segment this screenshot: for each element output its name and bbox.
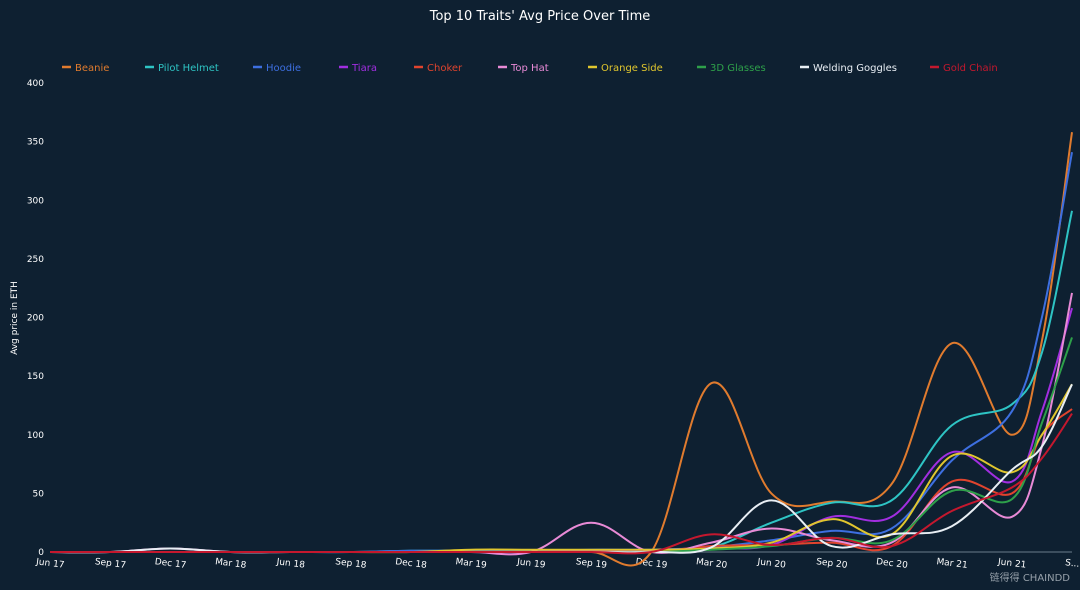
x-tick-label: Sep 17 [94,557,126,571]
x-axis: Jun 17 Sep 17 Dec 17 Mar 18 Jun 18 Sep 18 Dec … [35,557,1080,571]
x-tick-label: S... [1065,558,1080,570]
x-tick-label: Jun 21 [996,557,1026,571]
legend-item[interactable]: Welding Goggles [800,63,897,74]
legend-item[interactable]: Beanie [62,63,109,74]
x-tick-label: Mar 20 [695,557,728,571]
y-tick-label: 250 [27,255,44,265]
series-line-choker[interactable] [50,408,1073,554]
legend-label: Beanie [75,63,109,74]
x-tick-label: Mar 21 [936,557,968,571]
x-tick-label: Jun 17 [35,557,65,571]
x-tick-label: Mar 19 [455,557,488,571]
y-tick-label: 150 [27,372,44,382]
y-axis: 0 50 100 150 200 250 300 350 400 [27,79,44,558]
legend-item[interactable]: Top Hat [498,63,549,74]
series-line-3d-glasses[interactable] [50,337,1073,554]
series-lines [49,132,1073,567]
legend-item[interactable]: Tiara [339,63,377,74]
legend-label: Orange Side [601,63,663,74]
legend-label: 3D Glasses [710,63,766,74]
series-line-gold-chain[interactable] [50,413,1073,555]
legend-item[interactable]: Choker [414,63,463,74]
y-tick-label: 50 [33,489,45,499]
legend-label: Pilot Helmet [158,63,219,74]
x-tick-label: Dec 20 [876,557,909,571]
watermark: 链得得 CHAINDD [989,573,1070,584]
legend-label: Hoodie [266,63,301,74]
y-axis-title: Avg price in ETH [10,281,20,355]
legend-label: Top Hat [510,63,549,74]
x-tick-label: Jun 20 [756,557,787,571]
y-tick-label: 300 [27,196,44,206]
x-tick-label: Jun 18 [275,557,306,571]
legend-label: Tiara [351,63,377,74]
x-tick-label: Sep 18 [335,557,368,571]
series-line-top-hat[interactable] [49,292,1073,556]
legend-item[interactable]: Orange Side [588,63,663,74]
y-tick-label: 200 [27,314,44,324]
x-tick-label: Dec 17 [154,557,187,571]
legend-item[interactable]: Gold Chain [930,63,998,74]
x-tick-label: Sep 20 [816,557,849,571]
y-tick-label: 400 [27,79,44,89]
legend-item[interactable]: 3D Glasses [697,63,766,74]
x-tick-label: Sep 19 [575,557,608,571]
x-tick-label: Mar 18 [214,557,247,571]
y-tick-label: 100 [27,431,44,441]
x-tick-label: Dec 18 [395,557,428,571]
legend-item[interactable]: Pilot Helmet [145,63,219,74]
chart-legend: Beanie Pilot Helmet Hoodie Tiara Choker Top H… [62,63,998,74]
y-tick-label: 350 [27,138,44,148]
y-tick-label: 0 [38,548,44,558]
series-line-hoodie[interactable] [50,152,1073,554]
legend-item[interactable]: Hoodie [253,63,301,74]
chart-title: Top 10 Traits' Avg Price Over Time [429,9,651,24]
legend-label: Gold Chain [943,63,998,74]
x-tick-label: Jun 19 [515,557,546,571]
legend-label: Welding Goggles [813,63,897,74]
legend-label: Choker [427,63,463,74]
